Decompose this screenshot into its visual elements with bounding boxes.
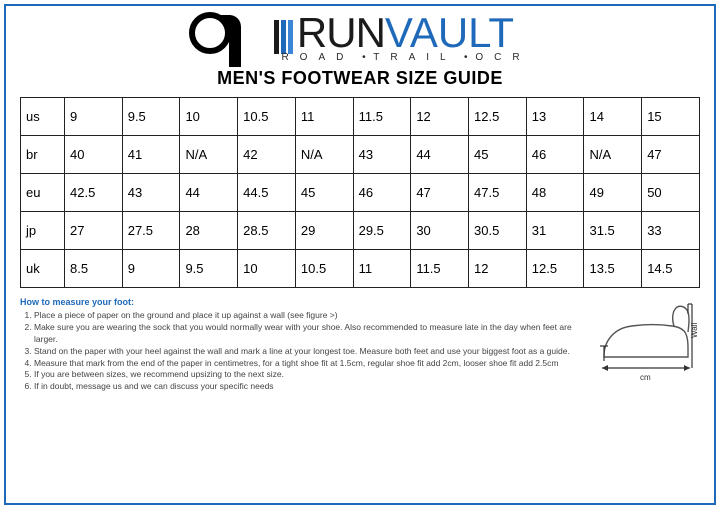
size-cell: 44 xyxy=(180,174,238,212)
brand-vault-text: VAULT xyxy=(385,12,514,54)
size-cell: 9.5 xyxy=(180,250,238,288)
size-cell: 41 xyxy=(122,136,180,174)
tag-trail: TRAIL xyxy=(373,52,456,63)
instructions-heading: How to measure your foot: xyxy=(20,296,576,308)
size-cell: 31 xyxy=(526,212,584,250)
size-cell: 28 xyxy=(180,212,238,250)
size-cell: 43 xyxy=(122,174,180,212)
brand-wordmark: RUN VAULT xyxy=(274,12,514,54)
size-cell: 15 xyxy=(642,98,700,136)
instruction-item: Make sure you are wearing the sock that … xyxy=(34,322,576,345)
brand-run-text: RUN xyxy=(297,12,385,54)
wall-label: Wall xyxy=(690,323,699,338)
size-cell: 43 xyxy=(353,136,411,174)
row-label: uk xyxy=(21,250,65,288)
size-cell: 11 xyxy=(295,98,353,136)
row-label: jp xyxy=(21,212,65,250)
page-title: MEN'S FOOTWEAR SIZE GUIDE xyxy=(6,68,714,89)
size-cell: 12 xyxy=(411,98,469,136)
size-cell: N/A xyxy=(584,136,642,174)
instruction-item: Stand on the paper with your heel agains… xyxy=(34,346,576,357)
size-cell: 9 xyxy=(122,250,180,288)
size-cell: 29.5 xyxy=(353,212,411,250)
instruction-item: If you are between sizes, we recommend u… xyxy=(34,369,576,380)
dot-icon: • xyxy=(362,52,366,63)
row-label: eu xyxy=(21,174,65,212)
row-label: us xyxy=(21,98,65,136)
size-cell: 50 xyxy=(642,174,700,212)
size-cell: 10 xyxy=(238,250,296,288)
on-logo-icon xyxy=(189,12,243,68)
dot-icon: • xyxy=(464,52,468,63)
tag-ocr: OCR xyxy=(475,52,530,63)
size-cell: 10.5 xyxy=(238,98,296,136)
size-cell: 40 xyxy=(65,136,123,174)
size-cell: N/A xyxy=(295,136,353,174)
brand-tagline: ROAD • TRAIL • OCR xyxy=(257,52,530,63)
size-cell: 45 xyxy=(295,174,353,212)
size-cell: 47 xyxy=(411,174,469,212)
table-row: us99.51010.51111.51212.5131415 xyxy=(21,98,700,136)
instructions: How to measure your foot: Place a piece … xyxy=(20,296,576,393)
size-cell: 49 xyxy=(584,174,642,212)
instructions-list: Place a piece of paper on the ground and… xyxy=(34,310,576,393)
size-cell: 30.5 xyxy=(469,212,527,250)
instruction-item: Place a piece of paper on the ground and… xyxy=(34,310,576,321)
size-cell: 44 xyxy=(411,136,469,174)
size-cell: 11 xyxy=(353,250,411,288)
size-guide-card: RUN VAULT ROAD • TRAIL • OCR MEN'S FOOTW… xyxy=(4,4,716,505)
size-cell: 13 xyxy=(526,98,584,136)
size-cell: 12 xyxy=(469,250,527,288)
footer: How to measure your foot: Place a piece … xyxy=(6,288,714,393)
size-cell: 12.5 xyxy=(469,98,527,136)
size-cell: 33 xyxy=(642,212,700,250)
foot-diagram: Wall cm xyxy=(584,296,704,386)
size-table: us99.51010.51111.51212.5131415br4041N/A4… xyxy=(20,97,700,288)
size-cell: 28.5 xyxy=(238,212,296,250)
size-cell: 14.5 xyxy=(642,250,700,288)
size-cell: 46 xyxy=(526,136,584,174)
size-cell: 10 xyxy=(180,98,238,136)
size-cell: 10.5 xyxy=(295,250,353,288)
size-cell: 8.5 xyxy=(65,250,123,288)
size-cell: 47.5 xyxy=(469,174,527,212)
size-cell: 30 xyxy=(411,212,469,250)
instruction-item: Measure that mark from the end of the pa… xyxy=(34,358,576,369)
size-cell: 31.5 xyxy=(584,212,642,250)
table-row: uk8.599.51010.51111.51212.513.514.5 xyxy=(21,250,700,288)
tag-road: ROAD xyxy=(281,52,354,63)
size-cell: 44.5 xyxy=(238,174,296,212)
size-cell: 48 xyxy=(526,174,584,212)
table-row: jp2727.52828.52929.53030.53131.533 xyxy=(21,212,700,250)
size-cell: 45 xyxy=(469,136,527,174)
instruction-item: If in doubt, message us and we can discu… xyxy=(34,381,576,392)
size-cell: 9.5 xyxy=(122,98,180,136)
size-cell: 27.5 xyxy=(122,212,180,250)
size-cell: 46 xyxy=(353,174,411,212)
table-row: br4041N/A42N/A43444546N/A47 xyxy=(21,136,700,174)
size-cell: 9 xyxy=(65,98,123,136)
cm-label: cm xyxy=(640,373,651,382)
size-table-container: us99.51010.51111.51212.5131415br4041N/A4… xyxy=(6,97,714,288)
size-cell: 12.5 xyxy=(526,250,584,288)
size-cell: 47 xyxy=(642,136,700,174)
size-cell: 14 xyxy=(584,98,642,136)
size-cell: 29 xyxy=(295,212,353,250)
size-cell: 42 xyxy=(238,136,296,174)
size-cell: 27 xyxy=(65,212,123,250)
header: RUN VAULT ROAD • TRAIL • OCR xyxy=(6,6,714,68)
size-cell: 42.5 xyxy=(65,174,123,212)
size-cell: N/A xyxy=(180,136,238,174)
size-cell: 11.5 xyxy=(353,98,411,136)
brand-block: RUN VAULT ROAD • TRAIL • OCR xyxy=(257,12,530,63)
table-row: eu42.5434444.545464747.5484950 xyxy=(21,174,700,212)
brand-bars-icon xyxy=(274,20,293,54)
size-cell: 13.5 xyxy=(584,250,642,288)
size-cell: 11.5 xyxy=(411,250,469,288)
row-label: br xyxy=(21,136,65,174)
